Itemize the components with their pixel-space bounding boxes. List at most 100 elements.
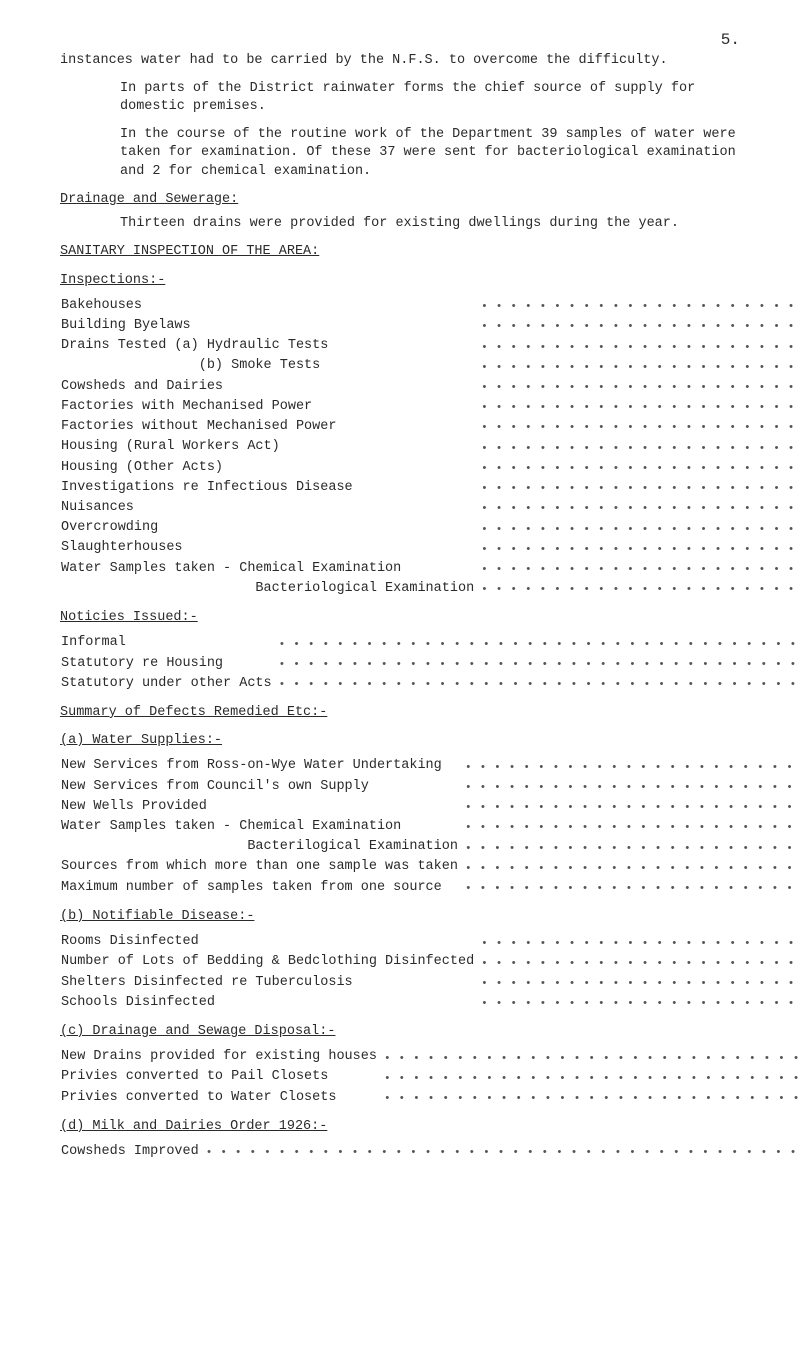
row-label: Nuisances xyxy=(60,498,480,518)
heading-notices: Noticies Issued:- xyxy=(60,609,750,627)
row-filler: ••••••••••••••••••••••••••••••••••••••••… xyxy=(464,817,800,837)
table-row: Factories without Mechanised Power••••••… xyxy=(60,417,800,437)
row-label: Bacteriological Examination xyxy=(60,579,480,599)
row-label: Bacterilogical Examination xyxy=(60,837,464,857)
row-filler: ••••••••••••••••••••••••••••••••••••••••… xyxy=(480,417,800,437)
row-filler: ••••••••••••••••••••••••••••••••••••••••… xyxy=(480,437,800,457)
row-filler: ••••••••••••••••••••••••••••••••••••••••… xyxy=(480,579,800,599)
row-label: Housing (Rural Workers Act) xyxy=(60,437,480,457)
row-label: Factories without Mechanised Power xyxy=(60,417,480,437)
row-filler: ••••••••••••••••••••••••••••••••••••••••… xyxy=(480,296,800,316)
row-filler: ••••••••••••••••••••••••••••••••••••••••… xyxy=(278,633,800,653)
row-label: Maximum number of samples taken from one… xyxy=(60,878,464,898)
row-label: Cowsheds and Dairies xyxy=(60,377,480,397)
table-row: Water Samples taken - Chemical Examinati… xyxy=(60,559,800,579)
table-row: Informal••••••••••••••••••••••••••••••••… xyxy=(60,633,800,653)
row-filler: ••••••••••••••••••••••••••••••••••••••••… xyxy=(383,1067,800,1087)
row-filler: ••••••••••••••••••••••••••••••••••••••••… xyxy=(480,397,800,417)
table-row: Bacteriological Examination•••••••••••••… xyxy=(60,579,800,599)
table-row: New Services from Ross-on-Wye Water Unde… xyxy=(60,756,800,776)
table-row: Number of Lots of Bedding & Bedclothing … xyxy=(60,952,800,972)
row-filler: ••••••••••••••••••••••••••••••••••••••••… xyxy=(480,559,800,579)
row-label: New Services from Council's own Supply xyxy=(60,777,464,797)
table-row: Water Samples taken - Chemical Examinati… xyxy=(60,817,800,837)
row-label: Schools Disinfected xyxy=(60,993,480,1013)
row-label: Building Byelaws xyxy=(60,316,480,336)
row-filler: ••••••••••••••••••••••••••••••••••••••••… xyxy=(480,932,800,952)
row-label: Water Samples taken - Chemical Examinati… xyxy=(60,559,480,579)
row-filler: ••••••••••••••••••••••••••••••••••••••••… xyxy=(278,674,800,694)
row-filler: ••••••••••••••••••••••••••••••••••••••••… xyxy=(205,1142,800,1162)
notifiable-table: Rooms Disinfected•••••••••••••••••••••••… xyxy=(60,932,800,1013)
row-label: Cowsheds Improved xyxy=(60,1142,205,1162)
row-label: Shelters Disinfected re Tuberculosis xyxy=(60,973,480,993)
table-row: New Services from Council's own Supply••… xyxy=(60,777,800,797)
row-filler: ••••••••••••••••••••••••••••••••••••••••… xyxy=(480,538,800,558)
heading-drain: (c) Drainage and Sewage Disposal:- xyxy=(60,1023,750,1041)
table-row: Privies converted to Pail Closets•••••••… xyxy=(60,1067,800,1087)
table-row: Cowsheds Improved•••••••••••••••••••••••… xyxy=(60,1142,800,1162)
table-row: Shelters Disinfected re Tuberculosis••••… xyxy=(60,973,800,993)
table-row: Cowsheds and Dairies••••••••••••••••••••… xyxy=(60,377,800,397)
table-row: Nuisances•••••••••••••••••••••••••••••••… xyxy=(60,498,800,518)
row-label: Statutory re Housing xyxy=(60,654,278,674)
row-label: Informal xyxy=(60,633,278,653)
row-filler: ••••••••••••••••••••••••••••••••••••••••… xyxy=(480,478,800,498)
para-instances: instances water had to be carried by the… xyxy=(60,52,750,70)
row-filler: ••••••••••••••••••••••••••••••••••••••••… xyxy=(383,1047,800,1067)
row-filler: ••••••••••••••••••••••••••••••••••••••••… xyxy=(480,458,800,478)
row-filler: ••••••••••••••••••••••••••••••••••••••••… xyxy=(480,973,800,993)
row-label: Bakehouses xyxy=(60,296,480,316)
row-filler: ••••••••••••••••••••••••••••••••••••••••… xyxy=(480,377,800,397)
para-thirteen: Thirteen drains were provided for existi… xyxy=(60,215,750,233)
row-label: New Services from Ross-on-Wye Water Unde… xyxy=(60,756,464,776)
heading-water: (a) Water Supplies:- xyxy=(60,732,750,750)
heading-sanitary: SANITARY INSPECTION OF THE AREA: xyxy=(60,243,750,261)
row-label: Statutory under other Acts xyxy=(60,674,278,694)
heading-inspections: Inspections:- xyxy=(60,272,750,290)
table-row: Schools Disinfected•••••••••••••••••••••… xyxy=(60,993,800,1013)
row-filler: ••••••••••••••••••••••••••••••••••••••••… xyxy=(464,797,800,817)
row-filler: ••••••••••••••••••••••••••••••••••••••••… xyxy=(464,777,800,797)
milk-table: Cowsheds Improved•••••••••••••••••••••••… xyxy=(60,1142,800,1162)
row-label: Number of Lots of Bedding & Bedclothing … xyxy=(60,952,480,972)
table-row: Drains Tested (a) Hydraulic Tests•••••••… xyxy=(60,336,800,356)
row-filler: ••••••••••••••••••••••••••••••••••••••••… xyxy=(480,336,800,356)
water-table: New Services from Ross-on-Wye Water Unde… xyxy=(60,756,800,898)
table-row: Overcrowding••••••••••••••••••••••••••••… xyxy=(60,518,800,538)
para-rainwater: In parts of the District rainwater forms… xyxy=(60,80,750,116)
row-filler: ••••••••••••••••••••••••••••••••••••••••… xyxy=(480,993,800,1013)
row-label: Privies converted to Water Closets xyxy=(60,1088,383,1108)
table-row: Statutory re Housing••••••••••••••••••••… xyxy=(60,654,800,674)
table-row: Housing (Rural Workers Act)•••••••••••••… xyxy=(60,437,800,457)
table-row: Bacterilogical Examination••••••••••••••… xyxy=(60,837,800,857)
row-label: Privies converted to Pail Closets xyxy=(60,1067,383,1087)
row-label: Slaughterhouses xyxy=(60,538,480,558)
row-label: Factories with Mechanised Power xyxy=(60,397,480,417)
row-label: New Drains provided for existing houses xyxy=(60,1047,383,1067)
table-row: Investigations re Infectious Disease••••… xyxy=(60,478,800,498)
table-row: Bakehouses••••••••••••••••••••••••••••••… xyxy=(60,296,800,316)
row-filler: ••••••••••••••••••••••••••••••••••••••••… xyxy=(464,878,800,898)
inspections-table: Bakehouses••••••••••••••••••••••••••••••… xyxy=(60,296,800,599)
row-label: (b) Smoke Tests xyxy=(60,356,480,376)
table-row: Rooms Disinfected•••••••••••••••••••••••… xyxy=(60,932,800,952)
row-label: Housing (Other Acts) xyxy=(60,458,480,478)
row-label: Drains Tested (a) Hydraulic Tests xyxy=(60,336,480,356)
notices-table: Informal••••••••••••••••••••••••••••••••… xyxy=(60,633,800,694)
heading-notifiable: (b) Notifiable Disease:- xyxy=(60,908,750,926)
row-label: Rooms Disinfected xyxy=(60,932,480,952)
heading-milk: (d) Milk and Dairies Order 1926:- xyxy=(60,1118,750,1136)
row-filler: ••••••••••••••••••••••••••••••••••••••••… xyxy=(480,498,800,518)
row-filler: ••••••••••••••••••••••••••••••••••••••••… xyxy=(383,1088,800,1108)
table-row: (b) Smoke Tests•••••••••••••••••••••••••… xyxy=(60,356,800,376)
row-label: Investigations re Infectious Disease xyxy=(60,478,480,498)
row-label: New Wells Provided xyxy=(60,797,464,817)
table-row: Factories with Mechanised Power•••••••••… xyxy=(60,397,800,417)
row-filler: ••••••••••••••••••••••••••••••••••••••••… xyxy=(464,837,800,857)
row-filler: ••••••••••••••••••••••••••••••••••••••••… xyxy=(480,356,800,376)
row-label: Water Samples taken - Chemical Examinati… xyxy=(60,817,464,837)
heading-summary: Summary of Defects Remedied Etc:- xyxy=(60,704,750,722)
table-row: Building Byelaws••••••••••••••••••••••••… xyxy=(60,316,800,336)
row-label: Overcrowding xyxy=(60,518,480,538)
